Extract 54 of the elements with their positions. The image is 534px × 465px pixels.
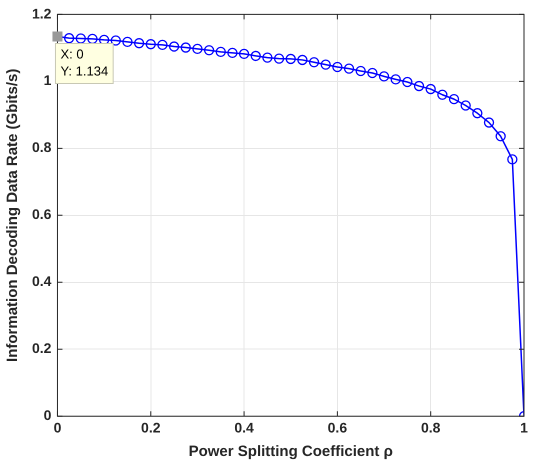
- y-tick-label: 1: [44, 72, 52, 88]
- point: [308, 57, 320, 68]
- x-tick-label: 0.4: [234, 419, 254, 436]
- point: [274, 53, 284, 64]
- point: [76, 33, 86, 44]
- y-tick-label: 0.6: [32, 206, 52, 222]
- x-axis-title: Power Splitting Coefficient ρ: [188, 443, 393, 460]
- point: [484, 117, 494, 128]
- point: [216, 46, 226, 58]
- point: [507, 154, 518, 165]
- y-tick-label: 0.2: [32, 340, 52, 356]
- x-tick-label: 0.2: [141, 419, 161, 436]
- point: [297, 54, 308, 66]
- point: [426, 84, 436, 94]
- point: [110, 35, 121, 46]
- point: [250, 50, 261, 62]
- point: [378, 71, 390, 82]
- point: [367, 68, 378, 78]
- point: [157, 40, 168, 50]
- y-tick-label: 1.2: [32, 5, 52, 22]
- point: [180, 42, 191, 53]
- point: [356, 66, 366, 76]
- point: [204, 45, 214, 56]
- point: [332, 62, 343, 72]
- point: [146, 39, 156, 50]
- point: [460, 100, 471, 111]
- x-tick-label: 0.8: [420, 419, 441, 436]
- y-tick-label: 0.8: [32, 139, 52, 156]
- annotation: X: 0 Y: 1.134: [60, 46, 108, 79]
- y-axis-title: Information Decoding Data Rate (Gbits/s): [4, 68, 22, 362]
- x-tick-label: 0.6: [328, 419, 348, 436]
- point: [262, 52, 273, 63]
- point: [122, 36, 133, 48]
- point: [496, 131, 506, 142]
- point: [238, 48, 250, 60]
- y-tick-label: 0: [44, 407, 52, 424]
- point: [192, 44, 203, 54]
- point: [402, 76, 413, 88]
- y-tick-label: 0.4: [32, 273, 52, 290]
- x-tick-label: 0: [54, 419, 62, 436]
- point: [472, 108, 482, 118]
- point: [448, 94, 460, 104]
- point: [64, 33, 74, 44]
- point: [168, 41, 180, 52]
- point: [437, 90, 448, 100]
- point: [390, 74, 401, 85]
- point: [344, 63, 354, 74]
- point: [414, 80, 424, 92]
- point: [227, 48, 238, 58]
- point: [286, 54, 296, 64]
- point: [320, 59, 331, 70]
- point: [87, 34, 98, 44]
- point: [134, 38, 144, 48]
- x-tick-label: 1: [520, 419, 528, 436]
